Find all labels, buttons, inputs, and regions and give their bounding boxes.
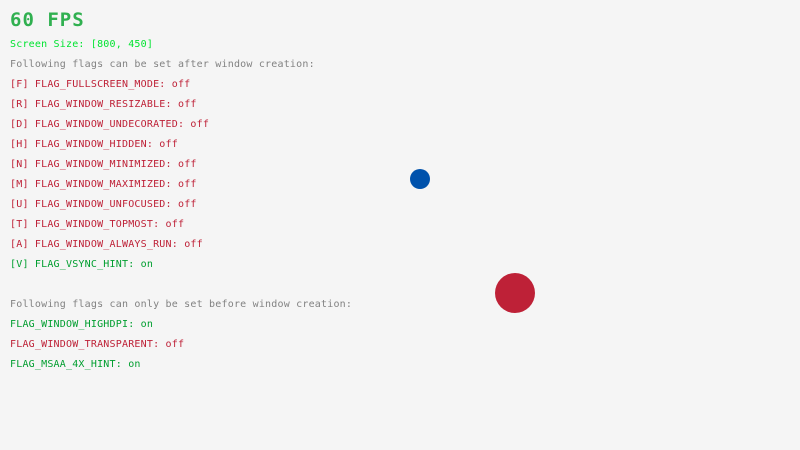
- flag-line: [D] FLAG_WINDOW_UNDECORATED: off: [10, 120, 209, 130]
- flag-state: off: [177, 199, 197, 210]
- flag-state: off: [171, 79, 191, 90]
- flag-state: off: [177, 99, 197, 110]
- flag-state: off: [165, 219, 185, 230]
- flag-state: off: [159, 139, 178, 150]
- flag-label: [R] FLAG_WINDOW_RESIZABLE:: [10, 99, 178, 110]
- flag-label: FLAG_MSAA_4X_HINT:: [10, 359, 129, 370]
- flag-line: FLAG_WINDOW_TRANSPARENT: off: [10, 340, 184, 350]
- flag-label: [T] FLAG_WINDOW_TOPMOST:: [10, 219, 166, 230]
- flag-line: [V] FLAG_VSYNC_HINT: on: [10, 260, 153, 270]
- flag-line: [T] FLAG_WINDOW_TOPMOST: off: [10, 220, 184, 230]
- flag-label: FLAG_WINDOW_TRANSPARENT:: [10, 339, 166, 350]
- flag-state: off: [165, 339, 185, 350]
- bouncing-ball-red: [495, 273, 535, 313]
- flag-label: [F] FLAG_FULLSCREEN_MODE:: [10, 79, 172, 90]
- flag-line: [R] FLAG_WINDOW_RESIZABLE: off: [10, 100, 197, 110]
- before-creation-header: Following flags can only be set before w…: [10, 299, 353, 310]
- flag-line: FLAG_WINDOW_HIGHDPI: on: [10, 320, 153, 330]
- bouncing-ball-blue: [410, 169, 430, 189]
- flag-state: on: [140, 319, 154, 330]
- flag-state: off: [184, 239, 203, 250]
- flag-label: FLAG_WINDOW_HIGHDPI:: [10, 319, 141, 330]
- flag-label: [H] FLAG_WINDOW_HIDDEN:: [10, 139, 160, 150]
- flag-label: [A] FLAG_WINDOW_ALWAYS_RUN:: [10, 239, 185, 250]
- flag-line: FLAG_MSAA_4X_HINT: on: [10, 360, 141, 370]
- flag-line: [F] FLAG_FULLSCREEN_MODE: off: [10, 80, 190, 90]
- flag-label: [D] FLAG_WINDOW_UNDECORATED:: [10, 119, 191, 130]
- flag-label: [N] FLAG_WINDOW_MINIMIZED:: [10, 159, 178, 170]
- flag-line: [N] FLAG_WINDOW_MINIMIZED: off: [10, 160, 197, 170]
- flag-state: off: [177, 159, 197, 170]
- fps-counter: 60 FPS: [10, 9, 85, 31]
- flag-label: [V] FLAG_VSYNC_HINT:: [10, 259, 141, 270]
- after-creation-header: Following flags can be set after window …: [10, 59, 315, 70]
- flag-state: on: [128, 359, 141, 370]
- flag-line: [A] FLAG_WINDOW_ALWAYS_RUN: off: [10, 240, 203, 250]
- flag-line: [U] FLAG_WINDOW_UNFOCUSED: off: [10, 200, 197, 210]
- flag-state: on: [140, 259, 154, 270]
- flag-state: off: [190, 119, 210, 130]
- screen-size-text: Screen Size: [800, 450]: [10, 39, 154, 50]
- flag-label: [M] FLAG_WINDOW_MAXIMIZED:: [10, 179, 178, 190]
- flag-line: [M] FLAG_WINDOW_MAXIMIZED: off: [10, 180, 197, 190]
- flag-state: off: [177, 179, 197, 190]
- flag-label: [U] FLAG_WINDOW_UNFOCUSED:: [10, 199, 178, 210]
- flag-line: [H] FLAG_WINDOW_HIDDEN: off: [10, 140, 178, 150]
